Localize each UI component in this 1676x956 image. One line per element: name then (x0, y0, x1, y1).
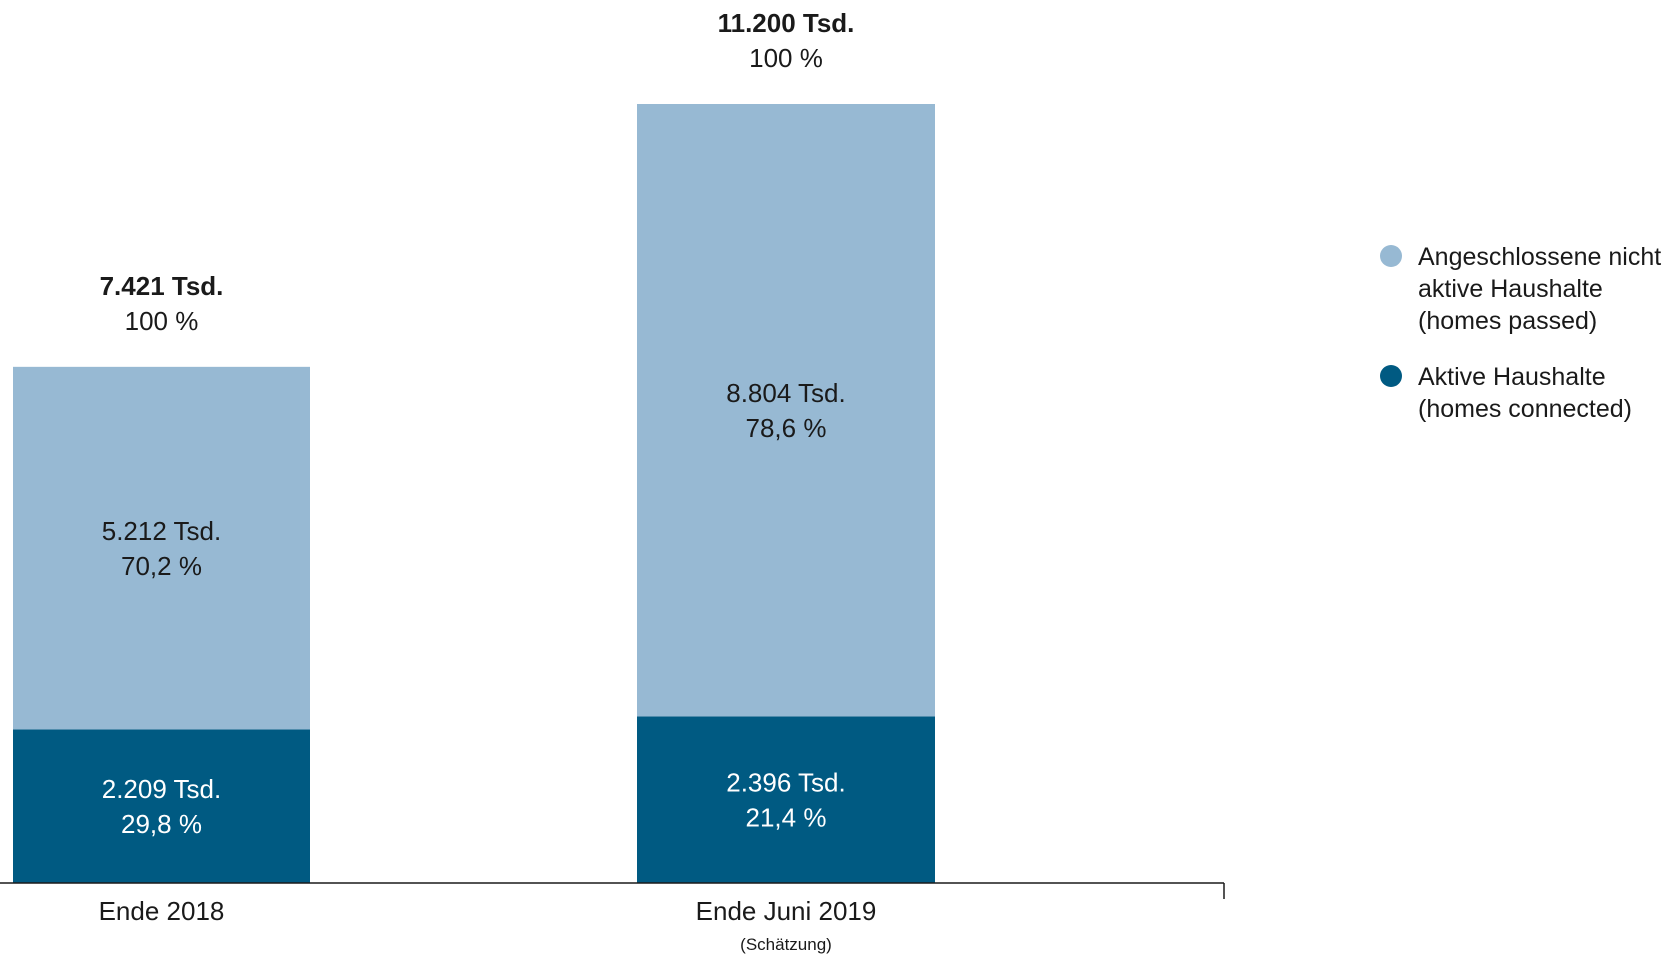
x-tick-label: Ende 2018 (99, 896, 225, 926)
legend-entry-label: (homes connected) (1418, 395, 1632, 423)
legend-marker (1380, 365, 1402, 387)
bar-total-value-label: 11.200 Tsd. (718, 8, 855, 38)
segment-value-label: 2.209 Tsd. (102, 774, 222, 804)
legend-entry-label: (homes passed) (1418, 307, 1597, 335)
segment-percent-label: 70,2 % (121, 551, 202, 581)
segment-percent-label: 29,8 % (121, 809, 202, 839)
bar-segment-active-1 (637, 716, 935, 883)
bar-segment-active-0 (13, 729, 310, 883)
segment-value-label: 8.804 Tsd. (726, 378, 846, 408)
segment-value-label: 5.212 Tsd. (102, 516, 222, 546)
legend-entry-label: aktive Haushalte (1418, 275, 1603, 303)
segment-percent-label: 78,6 % (746, 413, 827, 443)
bar-total-value-label: 7.421 Tsd. (100, 271, 224, 301)
bar-segment-passed-0 (13, 366, 310, 730)
segment-value-label: 2.396 Tsd. (726, 768, 846, 798)
legend-entry-label: Aktive Haushalte (1418, 363, 1606, 391)
legend-entry-label: Angeschlossene nicht (1418, 243, 1661, 271)
x-tick-note-label: (Schätzung) (740, 935, 832, 954)
bar-total-percent-label: 100 % (749, 43, 823, 73)
bar-total-percent-label: 100 % (125, 306, 199, 336)
x-tick-label: Ende Juni 2019 (696, 896, 877, 926)
legend-marker (1380, 245, 1402, 267)
bar-segment-passed-1 (637, 104, 935, 717)
segment-percent-label: 21,4 % (746, 803, 827, 833)
